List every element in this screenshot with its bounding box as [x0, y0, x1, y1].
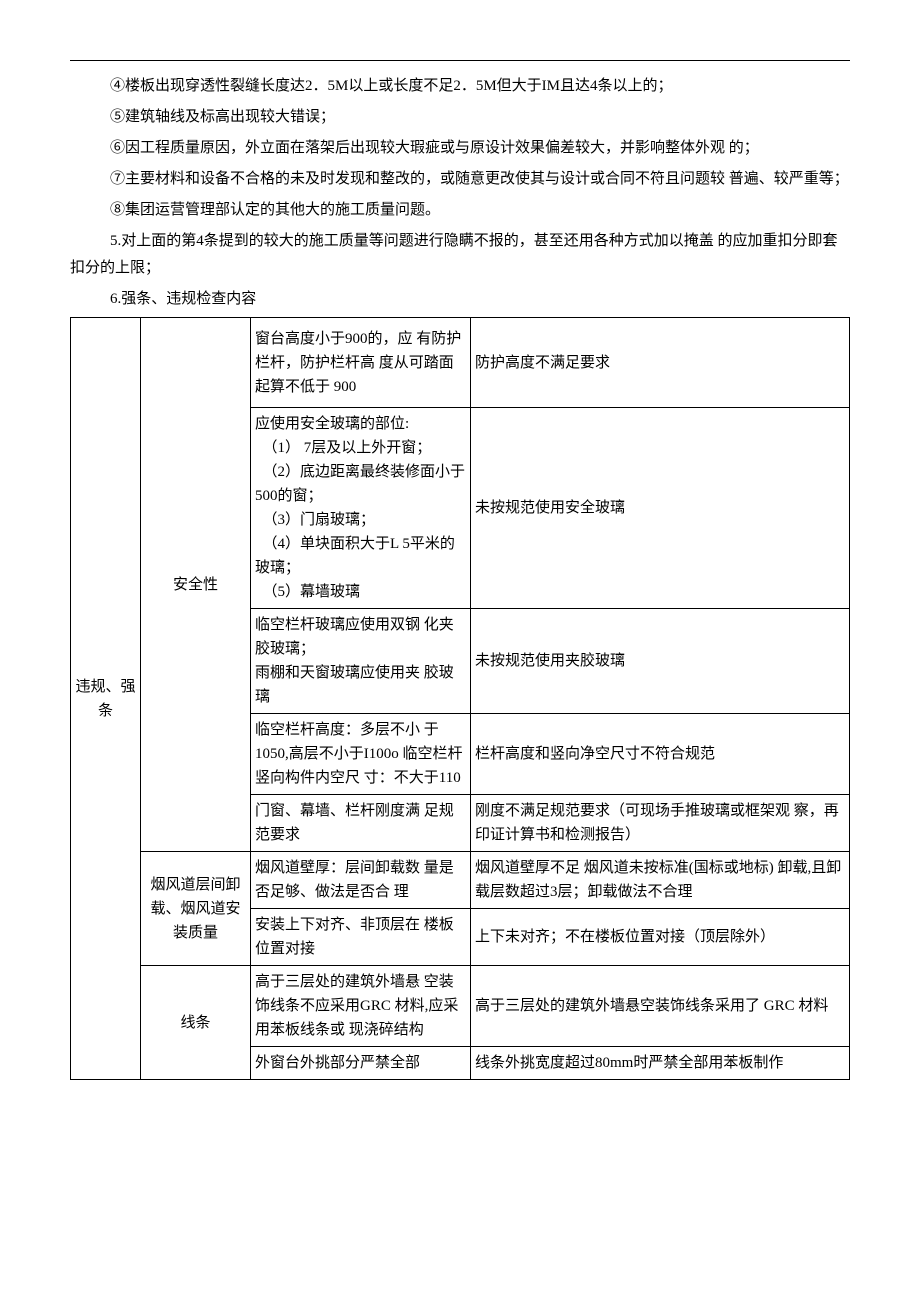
cell-issue: 线条外挑宽度超过80mm时严禁全部用苯板制作 — [471, 1047, 850, 1080]
cell-issue: 未按规范使用夹胶玻璃 — [471, 609, 850, 714]
cell-category: 违规、强 条 — [71, 318, 141, 1080]
cell-issue: 防护高度不满足要求 — [471, 318, 850, 408]
cell-issue: 刚度不满足规范要求（可现场手推玻璃或框架观 察，再印证计算书和检测报告） — [471, 795, 850, 852]
para-6: ⑥因工程质量原因，外立面在落架后出现较大瑕疵或与原设计效果偏差较大，并影响整体外… — [70, 135, 850, 162]
inspection-table: 违规、强 条 安全性 窗台高度小于900的，应 有防护栏杆，防护栏杆高 度从可踏… — [70, 317, 850, 1080]
para-4: ④楼板出现穿透性裂缝长度达2．5M以上或长度不足2．5M但大于IM且达4条以上的… — [70, 73, 850, 100]
cell-issue: 栏杆高度和竖向净空尺寸不符合规范 — [471, 714, 850, 795]
cell-group-line: 线条 — [141, 966, 251, 1080]
para-item6: 6.强条、违规检查内容 — [70, 286, 850, 313]
cell-requirement: 门窗、幕墙、栏杆刚度满 足规范要求 — [251, 795, 471, 852]
para-8: ⑧集团运营管理部认定的其他大的施工质量问题。 — [70, 197, 850, 224]
cell-issue: 烟风道壁厚不足 烟风道未按标准(国标或地标) 卸载,且卸载层数超过3层；卸载做法… — [471, 852, 850, 909]
table-row: 线条 高于三层处的建筑外墙悬 空装饰线条不应采用GRC 材料,应采用苯板线条或 … — [71, 966, 850, 1047]
para-7: ⑦主要材料和设备不合格的未及时发现和整改的，或随意更改使其与设计或合同不符且问题… — [70, 166, 850, 193]
cell-requirement: 应使用安全玻璃的部位: （1） 7层及以上外开窗； （2）底边距离最终装修面小于… — [251, 408, 471, 609]
cell-requirement: 安装上下对齐、非顶层在 楼板位置对接 — [251, 909, 471, 966]
para-item5: 5.对上面的第4条提到的较大的施工质量等问题进行隐瞒不报的，甚至还用各种方式加以… — [70, 228, 850, 282]
cell-group-safety: 安全性 — [141, 318, 251, 852]
cell-issue: 上下未对齐；不在楼板位置对接（顶层除外） — [471, 909, 850, 966]
cell-requirement: 临空栏杆玻璃应使用双钢 化夹胶玻璃； 雨棚和天窗玻璃应使用夹 胶玻璃 — [251, 609, 471, 714]
cell-issue: 高于三层处的建筑外墙悬空装饰线条采用了 GRC 材料 — [471, 966, 850, 1047]
cell-group-smoke: 烟风道层间卸 载、烟风道安 装质量 — [141, 852, 251, 966]
cell-requirement: 临空栏杆高度：多层不小 于1050,高层不小于I100o 临空栏杆竖向构件内空尺… — [251, 714, 471, 795]
cell-requirement: 外窗台外挑部分严禁全部 — [251, 1047, 471, 1080]
cell-requirement: 烟风道壁厚：层间卸载数 量是否足够、做法是否合 理 — [251, 852, 471, 909]
para-5: ⑤建筑轴线及标高出现较大错误； — [70, 104, 850, 131]
cell-issue: 未按规范使用安全玻璃 — [471, 408, 850, 609]
cell-requirement: 窗台高度小于900的，应 有防护栏杆，防护栏杆高 度从可踏面起算不低于 900 — [251, 318, 471, 408]
cell-requirement: 高于三层处的建筑外墙悬 空装饰线条不应采用GRC 材料,应采用苯板线条或 现浇碎… — [251, 966, 471, 1047]
table-row: 烟风道层间卸 载、烟风道安 装质量 烟风道壁厚：层间卸载数 量是否足够、做法是否… — [71, 852, 850, 909]
header-rule — [70, 60, 850, 61]
table-row: 违规、强 条 安全性 窗台高度小于900的，应 有防护栏杆，防护栏杆高 度从可踏… — [71, 318, 850, 408]
